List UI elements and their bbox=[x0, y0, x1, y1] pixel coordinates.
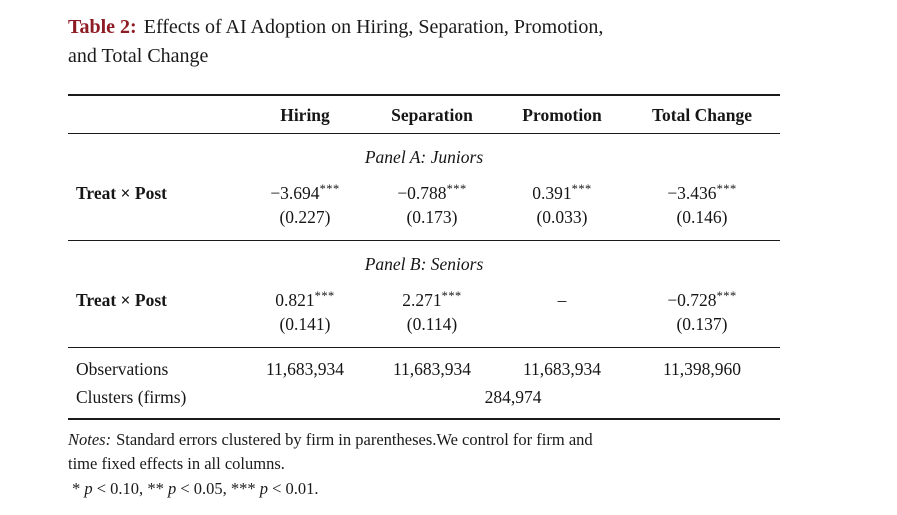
panel-b-heading: Panel B: Seniors bbox=[364, 254, 484, 274]
observations-value: 11,398,960 bbox=[662, 359, 742, 379]
panel-b-std-error-row: (0.141) (0.114) (0.137) bbox=[68, 312, 780, 348]
coefficient-value: – bbox=[557, 290, 567, 310]
regression-results-table: Hiring Separation Promotion Total Change… bbox=[68, 94, 780, 420]
column-header-promotion: Promotion bbox=[500, 94, 624, 134]
panel-b-row-label: Treat × Post bbox=[76, 290, 167, 310]
table-title-line1: Effects of AI Adoption on Hiring, Separa… bbox=[143, 16, 604, 38]
panel-a-std-error-row: (0.227) (0.173) (0.033) (0.146) bbox=[68, 205, 780, 241]
significance-stars: *** bbox=[571, 181, 592, 196]
column-header-separation: Separation bbox=[364, 94, 500, 134]
clusters-row: Clusters (firms) 284,974 bbox=[68, 381, 780, 420]
sig-threshold-1: < 0.10, bbox=[92, 479, 148, 498]
observations-value: 11,683,934 bbox=[392, 359, 472, 379]
table-title-line2: and Total Change bbox=[68, 45, 209, 67]
observations-value: 11,683,934 bbox=[522, 359, 602, 379]
significance-stars: *** bbox=[319, 181, 340, 196]
coefficient-value: −3.694 bbox=[270, 183, 320, 203]
std-error-cell: (0.141) bbox=[246, 312, 364, 348]
sig-threshold-3: < 0.01. bbox=[268, 479, 319, 498]
panel-a-heading: Panel A: Juniors bbox=[364, 147, 484, 167]
observations-row: Observations 11,683,934 11,683,934 11,68… bbox=[68, 348, 780, 382]
sig-p-2: p bbox=[167, 479, 177, 498]
coefficient-cell: 2.271*** bbox=[364, 276, 500, 312]
clusters-label: Clusters (firms) bbox=[68, 381, 246, 420]
panel-a-coefficient-row: Treat × Post −3.694*** −0.788*** 0.391**… bbox=[68, 169, 780, 205]
coefficient-cell: 0.821*** bbox=[246, 276, 364, 312]
panel-b-coefficient-row: Treat × Post 0.821*** 2.271*** – −0.728*… bbox=[68, 276, 780, 312]
std-error-cell: (0.146) bbox=[624, 205, 780, 241]
std-error-cell: (0.137) bbox=[624, 312, 780, 348]
significance-stars: *** bbox=[716, 181, 737, 196]
column-header-row: Hiring Separation Promotion Total Change bbox=[68, 94, 780, 134]
coefficient-cell: −3.436*** bbox=[624, 169, 780, 205]
significance-stars: *** bbox=[446, 181, 467, 196]
notes-text-line2: time fixed effects in all columns. bbox=[68, 454, 285, 473]
sig-star-3: *** bbox=[230, 479, 260, 498]
significance-stars: *** bbox=[716, 288, 737, 303]
clusters-value: 284,974 bbox=[246, 381, 780, 420]
coefficient-value: −0.788 bbox=[397, 183, 447, 203]
coefficient-cell: −0.788*** bbox=[364, 169, 500, 205]
std-error-cell: (0.114) bbox=[364, 312, 500, 348]
coefficient-cell: 0.391*** bbox=[500, 169, 624, 205]
column-header-hiring: Hiring bbox=[246, 94, 364, 134]
coefficient-value: 0.821 bbox=[275, 290, 315, 310]
panel-a-heading-row: Panel A: Juniors bbox=[68, 134, 780, 170]
observations-value: 11,683,934 bbox=[265, 359, 345, 379]
panel-b-heading-row: Panel B: Seniors bbox=[68, 241, 780, 277]
notes-text-line1: Standard errors clustered by firm in par… bbox=[116, 430, 593, 449]
std-error-cell: (0.227) bbox=[246, 205, 364, 241]
table-number-label: Table 2: bbox=[68, 16, 137, 38]
sig-threshold-2: < 0.05, bbox=[176, 479, 231, 498]
paper-page: Table 2: Effects of AI Adoption on Hiring… bbox=[0, 13, 897, 515]
significance-stars: *** bbox=[441, 288, 462, 303]
significance-stars: *** bbox=[314, 288, 335, 303]
table-title: Table 2: Effects of AI Adoption on Hiring… bbox=[68, 13, 858, 71]
column-header-empty bbox=[68, 94, 246, 134]
sig-star-1: * bbox=[72, 479, 85, 498]
coefficient-value: 0.391 bbox=[532, 183, 572, 203]
sig-p-3: p bbox=[259, 479, 268, 498]
coefficient-cell: −3.694*** bbox=[246, 169, 364, 205]
coefficient-value: −3.436 bbox=[667, 183, 717, 203]
coefficient-value: −0.728 bbox=[667, 290, 717, 310]
coefficient-cell: – bbox=[500, 276, 624, 312]
significance-legend: * p < 0.10, ** p < 0.05, *** p < 0.01. bbox=[72, 477, 897, 501]
empty-cell bbox=[68, 205, 246, 241]
sig-p-1: p bbox=[84, 479, 93, 498]
std-error-cell: (0.033) bbox=[500, 205, 624, 241]
sig-star-2: ** bbox=[147, 479, 168, 498]
notes-label: Notes: bbox=[68, 430, 112, 449]
table-notes: Notes: Standard errors clustered by firm … bbox=[68, 428, 843, 476]
empty-cell bbox=[68, 312, 246, 348]
observations-label: Observations bbox=[76, 359, 169, 379]
std-error-cell: (0.173) bbox=[364, 205, 500, 241]
column-header-total-change: Total Change bbox=[624, 94, 780, 134]
panel-a-row-label: Treat × Post bbox=[76, 183, 167, 203]
coefficient-value: 2.271 bbox=[402, 290, 442, 310]
coefficient-cell: −0.728*** bbox=[624, 276, 780, 312]
std-error-cell bbox=[500, 312, 624, 348]
